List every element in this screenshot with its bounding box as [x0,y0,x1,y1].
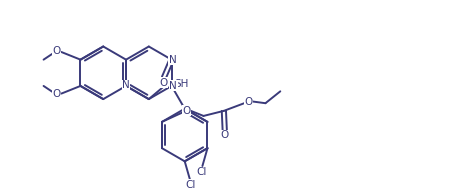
Text: Cl: Cl [196,167,207,177]
Text: N: N [169,55,176,65]
Text: O: O [244,97,253,107]
Text: Cl: Cl [185,180,196,190]
Text: O: O [159,78,167,88]
Text: O: O [221,130,229,140]
Text: SH: SH [174,79,189,89]
Text: O: O [52,89,60,99]
Text: N: N [169,81,177,91]
Text: O: O [183,106,191,116]
Text: N: N [122,80,130,90]
Text: O: O [52,46,60,56]
